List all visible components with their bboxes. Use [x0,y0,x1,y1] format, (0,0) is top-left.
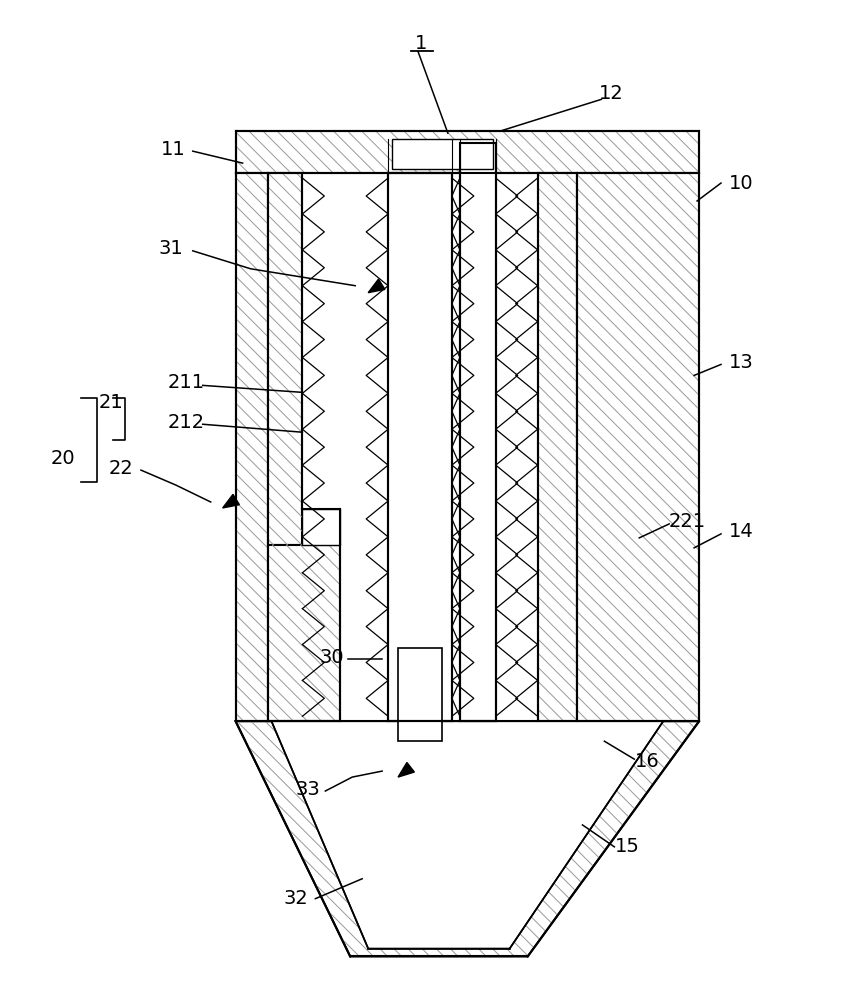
Polygon shape [236,721,699,956]
Text: 30: 30 [320,648,344,667]
Text: 16: 16 [635,752,659,771]
Text: 13: 13 [728,353,754,372]
Text: 15: 15 [615,837,640,856]
Text: 221: 221 [669,512,706,531]
Text: 14: 14 [728,522,754,541]
Polygon shape [222,494,239,508]
Text: 12: 12 [599,84,624,103]
Text: 212: 212 [168,413,205,432]
Polygon shape [398,762,414,777]
Bar [388,173,452,721]
Text: 211: 211 [168,373,205,392]
Polygon shape [268,545,340,721]
Text: 31: 31 [158,239,184,258]
Polygon shape [271,721,663,949]
Polygon shape [236,173,268,721]
Polygon shape [268,173,302,545]
Text: 32: 32 [283,889,308,908]
Bar [398,648,442,741]
Text: 1: 1 [415,34,427,53]
Text: 21: 21 [99,393,124,412]
Bar [392,139,493,169]
Bar [302,509,340,545]
Bar [460,143,496,721]
Text: 22: 22 [109,459,133,478]
Polygon shape [578,173,699,721]
Text: 11: 11 [161,140,185,159]
Text: 33: 33 [296,780,321,799]
Polygon shape [368,279,385,293]
Bar [302,173,537,721]
Text: 10: 10 [728,174,754,193]
Text: 20: 20 [51,449,76,468]
Polygon shape [236,131,699,173]
Polygon shape [537,173,578,721]
